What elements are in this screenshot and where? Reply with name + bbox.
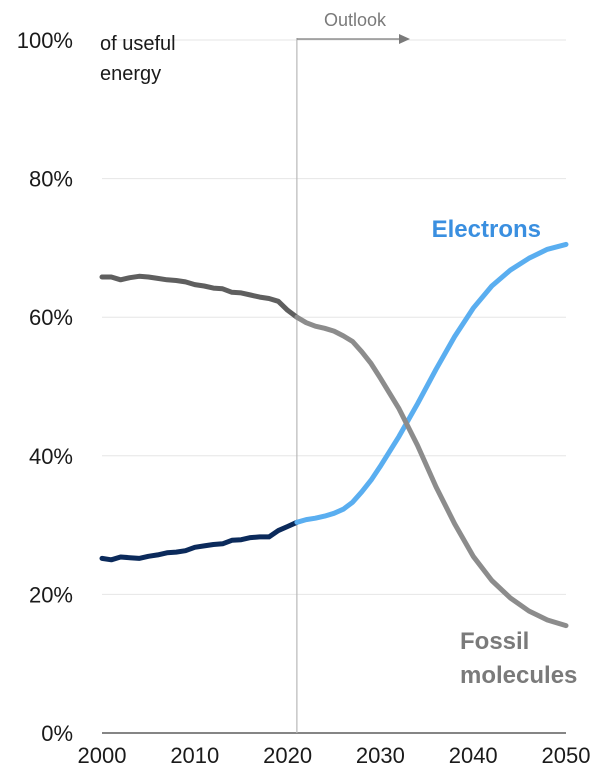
x-tick-label: 2050 [542, 743, 591, 768]
series-label-electrons: Electrons [432, 216, 541, 243]
y-tick-label: 100% [17, 28, 73, 53]
x-tick-label: 2000 [78, 743, 127, 768]
y-unit-label-line-1: of useful [100, 33, 176, 55]
gridlines [102, 39, 566, 595]
x-tick-label: 2040 [449, 743, 498, 768]
y-axis: 0% 20% 40% 60% 80% 100% [17, 28, 73, 746]
outlook-annotation: Outlook [296, 10, 410, 733]
series-line-fossil-molecules-historical [99, 273, 300, 320]
outlook-label: Outlook [324, 10, 387, 30]
series-line-electrons-outlook [294, 241, 569, 525]
y-tick-label: 60% [29, 305, 73, 330]
series-line-fossil-molecules-outlook [294, 314, 569, 629]
y-tick-label: 0% [41, 721, 73, 746]
x-tick-label: 2030 [356, 743, 405, 768]
series-label-fossil-line-1: Fossil [460, 628, 529, 655]
series-line-electrons-historical [99, 519, 300, 563]
y-unit-label-line-2: energy [100, 63, 161, 85]
y-tick-label: 40% [29, 444, 73, 469]
x-tick-label: 2010 [170, 743, 219, 768]
x-axis: 2000 2010 2020 2030 2040 2050 [78, 732, 591, 768]
outlook-arrow-icon [399, 34, 410, 44]
y-tick-label: 20% [29, 582, 73, 607]
x-tick-label: 2020 [263, 743, 312, 768]
series-label-fossil-line-2: molecules [460, 662, 577, 689]
series-layer [99, 241, 569, 629]
y-tick-label: 80% [29, 167, 73, 192]
